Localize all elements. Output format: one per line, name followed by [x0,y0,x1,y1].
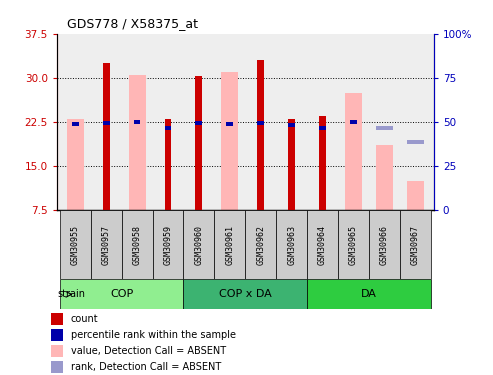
Bar [350,120,357,124]
FancyBboxPatch shape [214,210,245,279]
Bar [72,122,79,126]
Text: GSM30966: GSM30966 [380,225,389,265]
Text: GSM30958: GSM30958 [133,225,141,265]
FancyBboxPatch shape [183,210,214,279]
Text: COP x DA: COP x DA [219,290,272,299]
Bar [129,75,145,210]
Text: value, Detection Call = ABSENT: value, Detection Call = ABSENT [70,346,226,356]
Text: GSM30963: GSM30963 [287,225,296,265]
Bar [307,279,431,309]
Bar [345,93,362,210]
FancyBboxPatch shape [91,210,122,279]
Bar [407,140,424,144]
Text: GSM30967: GSM30967 [411,225,420,265]
FancyBboxPatch shape [400,210,431,279]
Bar [103,121,109,125]
Text: COP: COP [110,290,133,299]
Text: GSM30965: GSM30965 [349,225,358,265]
FancyBboxPatch shape [369,210,400,279]
FancyBboxPatch shape [338,210,369,279]
Text: rank, Detection Call = ABSENT: rank, Detection Call = ABSENT [70,362,221,372]
Bar [288,119,295,210]
FancyBboxPatch shape [276,210,307,279]
Text: GSM30964: GSM30964 [318,225,327,265]
Text: DA: DA [361,290,377,299]
Bar [376,146,393,210]
Bar [51,361,63,373]
Bar [319,126,326,130]
Text: GSM30960: GSM30960 [194,225,204,265]
Text: percentile rank within the sample: percentile rank within the sample [70,330,236,340]
Bar [165,126,172,130]
Bar [288,123,295,128]
Bar [407,181,424,210]
Bar [257,60,264,210]
Bar [51,329,63,341]
Bar [319,116,326,210]
Text: count: count [70,314,98,324]
Text: GSM30959: GSM30959 [164,225,173,265]
Text: GSM30957: GSM30957 [102,225,110,265]
FancyBboxPatch shape [245,210,276,279]
Bar [226,122,233,126]
Text: GDS778 / X58375_at: GDS778 / X58375_at [67,17,198,30]
Text: GSM30961: GSM30961 [225,225,234,265]
FancyBboxPatch shape [122,210,152,279]
FancyBboxPatch shape [152,210,183,279]
Bar [134,120,141,124]
Bar [60,279,183,309]
Text: GSM30955: GSM30955 [70,225,80,265]
Bar [196,76,202,210]
Bar [183,279,307,309]
Bar [221,72,238,210]
Bar [67,119,84,210]
Text: GSM30962: GSM30962 [256,225,265,265]
Bar [196,121,202,125]
Bar [103,63,109,210]
Bar [165,119,172,210]
Bar [257,121,264,125]
Text: strain: strain [57,290,85,299]
Bar [51,345,63,357]
Bar [376,126,393,130]
FancyBboxPatch shape [60,210,91,279]
Bar [51,314,63,325]
FancyBboxPatch shape [307,210,338,279]
